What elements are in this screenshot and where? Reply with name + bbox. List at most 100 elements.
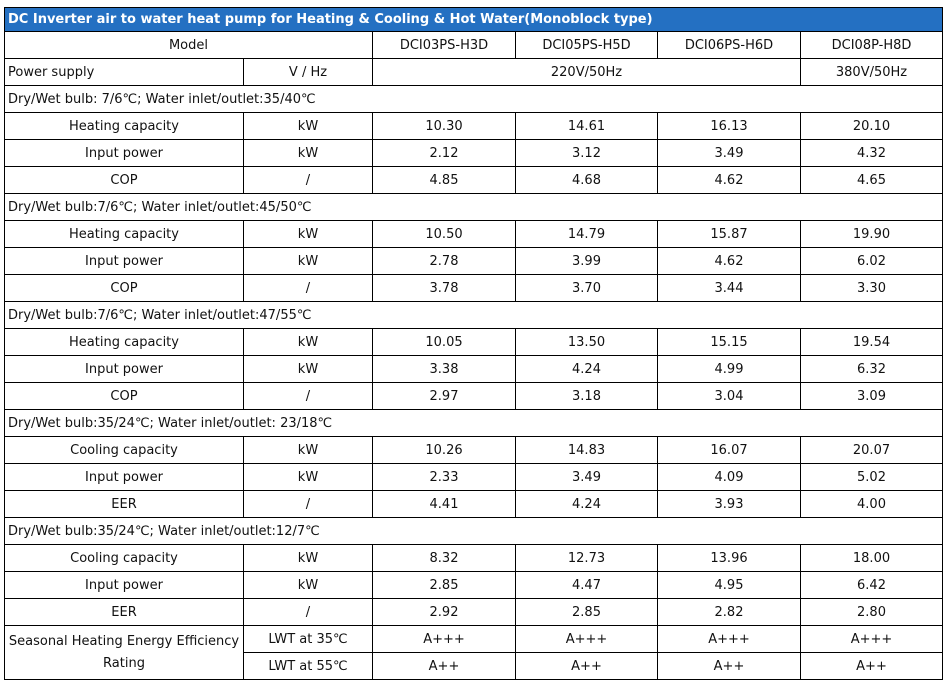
table-title: DC Inverter air to water heat pump for H… (3, 7, 944, 32)
table-row: Model DCI03PS-H3D DCI05PS-H5D DCI06PS-H6D DC… (4, 31, 944, 59)
value: A+++ (515, 625, 658, 653)
value: 3.18 (515, 382, 658, 410)
value: 4.47 (515, 571, 658, 599)
row-label: Cooling capacity (4, 436, 244, 464)
power-value: 380V/50Hz (799, 58, 944, 86)
value: 4.00 (799, 490, 944, 518)
table-row: Heating capacity kW 10.30 14.61 16.13 20.10 (4, 112, 944, 140)
table-row: Power supply V / Hz 220V/50Hz 380V/50Hz (4, 58, 944, 86)
value: 2.33 (372, 463, 516, 491)
value: 2.92 (372, 598, 516, 626)
value: 4.62 (657, 166, 801, 194)
row-label: Heating capacity (4, 220, 244, 248)
row-label: COP (4, 382, 244, 410)
table-row: Seasonal Heating Energy Efficiency Ratin… (4, 625, 944, 680)
table-row: Input power kW 2.85 4.47 4.95 6.42 (4, 571, 944, 599)
unit: V / Hz (243, 58, 373, 86)
value: 3.49 (515, 463, 658, 491)
value: 8.32 (372, 544, 516, 572)
power-value: 220V/50Hz (372, 58, 801, 86)
value: A+++ (799, 625, 944, 653)
value: 4.41 (372, 490, 516, 518)
model-name: DCI05PS-H5D (515, 31, 658, 59)
row-label: COP (4, 274, 244, 302)
spec-table: DC Inverter air to water heat pump for H… (3, 7, 944, 680)
table-row: COP/2.97 3.18 3.04 3.09 (4, 382, 944, 410)
value: 20.10 (799, 112, 944, 140)
value: 6.32 (799, 355, 944, 383)
section-condition: Dry/Wet bulb: 7/6℃; Water inlet/outlet:3… (3, 85, 944, 113)
row-label: Input power (4, 571, 244, 599)
value: 5.02 (799, 463, 944, 491)
unit: kW (243, 436, 373, 464)
value: 3.99 (515, 247, 658, 275)
row-label: Seasonal Heating Energy Efficiency Ratin… (4, 625, 244, 680)
unit: LWT at 55℃ (243, 652, 373, 680)
row-label: Input power (4, 355, 244, 383)
value: 3.49 (657, 139, 801, 167)
value: 4.24 (515, 355, 658, 383)
header-label: Model (4, 31, 373, 59)
value: 14.83 (515, 436, 658, 464)
unit: LWT at 35℃ (243, 625, 373, 653)
unit: / (243, 274, 373, 302)
value: 15.15 (657, 328, 801, 356)
row-label: Heating capacity (4, 112, 244, 140)
value: A++ (372, 652, 516, 680)
value: 4.32 (799, 139, 944, 167)
value: 2.80 (799, 598, 944, 626)
table-row: Dry/Wet bulb:35/24℃; Water inlet/outlet:… (3, 409, 944, 437)
unit: kW (243, 220, 373, 248)
row-label: Power supply (4, 58, 244, 86)
value: 19.90 (799, 220, 944, 248)
table-row: Dry/Wet bulb: 7/6℃; Water inlet/outlet:3… (3, 85, 944, 113)
value: 4.62 (657, 247, 801, 275)
table-row: Input power kW 3.38 4.24 4.99 6.32 (4, 355, 944, 383)
value: 3.30 (799, 274, 944, 302)
unit: kW (243, 112, 373, 140)
unit: kW (243, 247, 373, 275)
value: 16.13 (657, 112, 801, 140)
table-row: COP/4.85 4.68 4.62 4.65 (4, 166, 944, 194)
value: 10.05 (372, 328, 516, 356)
unit: kW (243, 139, 373, 167)
spec-sheet: DC Inverter air to water heat pump for H… (3, 7, 944, 680)
value: 10.30 (372, 112, 516, 140)
value: 3.38 (372, 355, 516, 383)
row-label: Input power (4, 139, 244, 167)
value: 3.78 (372, 274, 516, 302)
value: 2.82 (657, 598, 801, 626)
value: 10.26 (372, 436, 516, 464)
table-row: COP/3.78 3.70 3.44 3.30 (4, 274, 944, 302)
value: 12.73 (515, 544, 658, 572)
value: 2.85 (515, 598, 658, 626)
value: 4.09 (657, 463, 801, 491)
value: 13.96 (657, 544, 801, 572)
table-row: Heating capacity kW 10.05 13.50 15.15 19.54 (4, 328, 944, 356)
unit: kW (243, 328, 373, 356)
table-row: Dry/Wet bulb:7/6℃; Water inlet/outlet:45… (3, 193, 944, 221)
unit: / (243, 166, 373, 194)
unit: / (243, 382, 373, 410)
value: 6.42 (799, 571, 944, 599)
value: 2.78 (372, 247, 516, 275)
value: 6.02 (799, 247, 944, 275)
row-label: Input power (4, 463, 244, 491)
model-name: DCI03PS-H3D (372, 31, 516, 59)
unit: kW (243, 571, 373, 599)
table-row: Input power kW 2.78 3.99 4.62 6.02 (4, 247, 944, 275)
value: A+++ (372, 625, 516, 653)
value: 4.65 (799, 166, 944, 194)
value: A++ (515, 652, 658, 680)
model-name: DCI08P-H8D (799, 31, 944, 59)
value: 3.44 (657, 274, 801, 302)
table-row: Input power kW 2.12 3.12 3.49 4.32 (4, 139, 944, 167)
value: 3.04 (657, 382, 801, 410)
value: 3.09 (799, 382, 944, 410)
value: 15.87 (657, 220, 801, 248)
row-label: Heating capacity (4, 328, 244, 356)
value: 14.61 (515, 112, 658, 140)
table-row: Cooling capacity kW 8.32 12.73 13.96 18.00 (4, 544, 944, 572)
section-condition: Dry/Wet bulb:7/6℃; Water inlet/outlet:47… (3, 301, 944, 329)
